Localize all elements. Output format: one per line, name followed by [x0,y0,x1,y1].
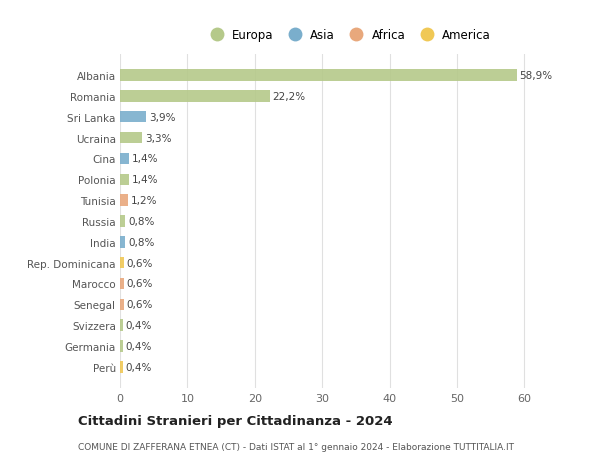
Bar [120,216,125,227]
Bar [120,174,130,185]
Text: Cittadini Stranieri per Cittadinanza - 2024: Cittadini Stranieri per Cittadinanza - 2… [78,414,392,428]
Text: 3,9%: 3,9% [149,112,175,123]
Text: 1,4%: 1,4% [132,175,158,185]
Bar [120,91,269,102]
Text: 58,9%: 58,9% [520,71,553,81]
Bar [120,320,122,331]
Text: 0,4%: 0,4% [125,320,152,330]
Bar [120,70,517,82]
Bar [120,257,124,269]
Text: 0,6%: 0,6% [127,258,153,268]
Text: 1,2%: 1,2% [131,196,157,206]
Text: 3,3%: 3,3% [145,133,172,143]
Legend: Europa, Asia, Africa, America: Europa, Asia, Africa, America [200,24,496,47]
Text: 0,6%: 0,6% [127,300,153,310]
Text: 0,6%: 0,6% [127,279,153,289]
Text: 0,4%: 0,4% [125,341,152,351]
Text: 0,4%: 0,4% [125,362,152,372]
Bar [120,361,122,373]
Bar [120,236,125,248]
Text: 22,2%: 22,2% [272,92,305,102]
Bar [120,278,124,290]
Text: 0,8%: 0,8% [128,237,154,247]
Bar [120,341,122,352]
Bar [120,195,128,207]
Bar [120,153,130,165]
Bar [120,133,142,144]
Text: 1,4%: 1,4% [132,154,158,164]
Text: COMUNE DI ZAFFERANA ETNEA (CT) - Dati ISTAT al 1° gennaio 2024 - Elaborazione TU: COMUNE DI ZAFFERANA ETNEA (CT) - Dati IS… [78,442,514,451]
Bar [120,112,146,123]
Text: 0,8%: 0,8% [128,217,154,226]
Bar [120,299,124,310]
